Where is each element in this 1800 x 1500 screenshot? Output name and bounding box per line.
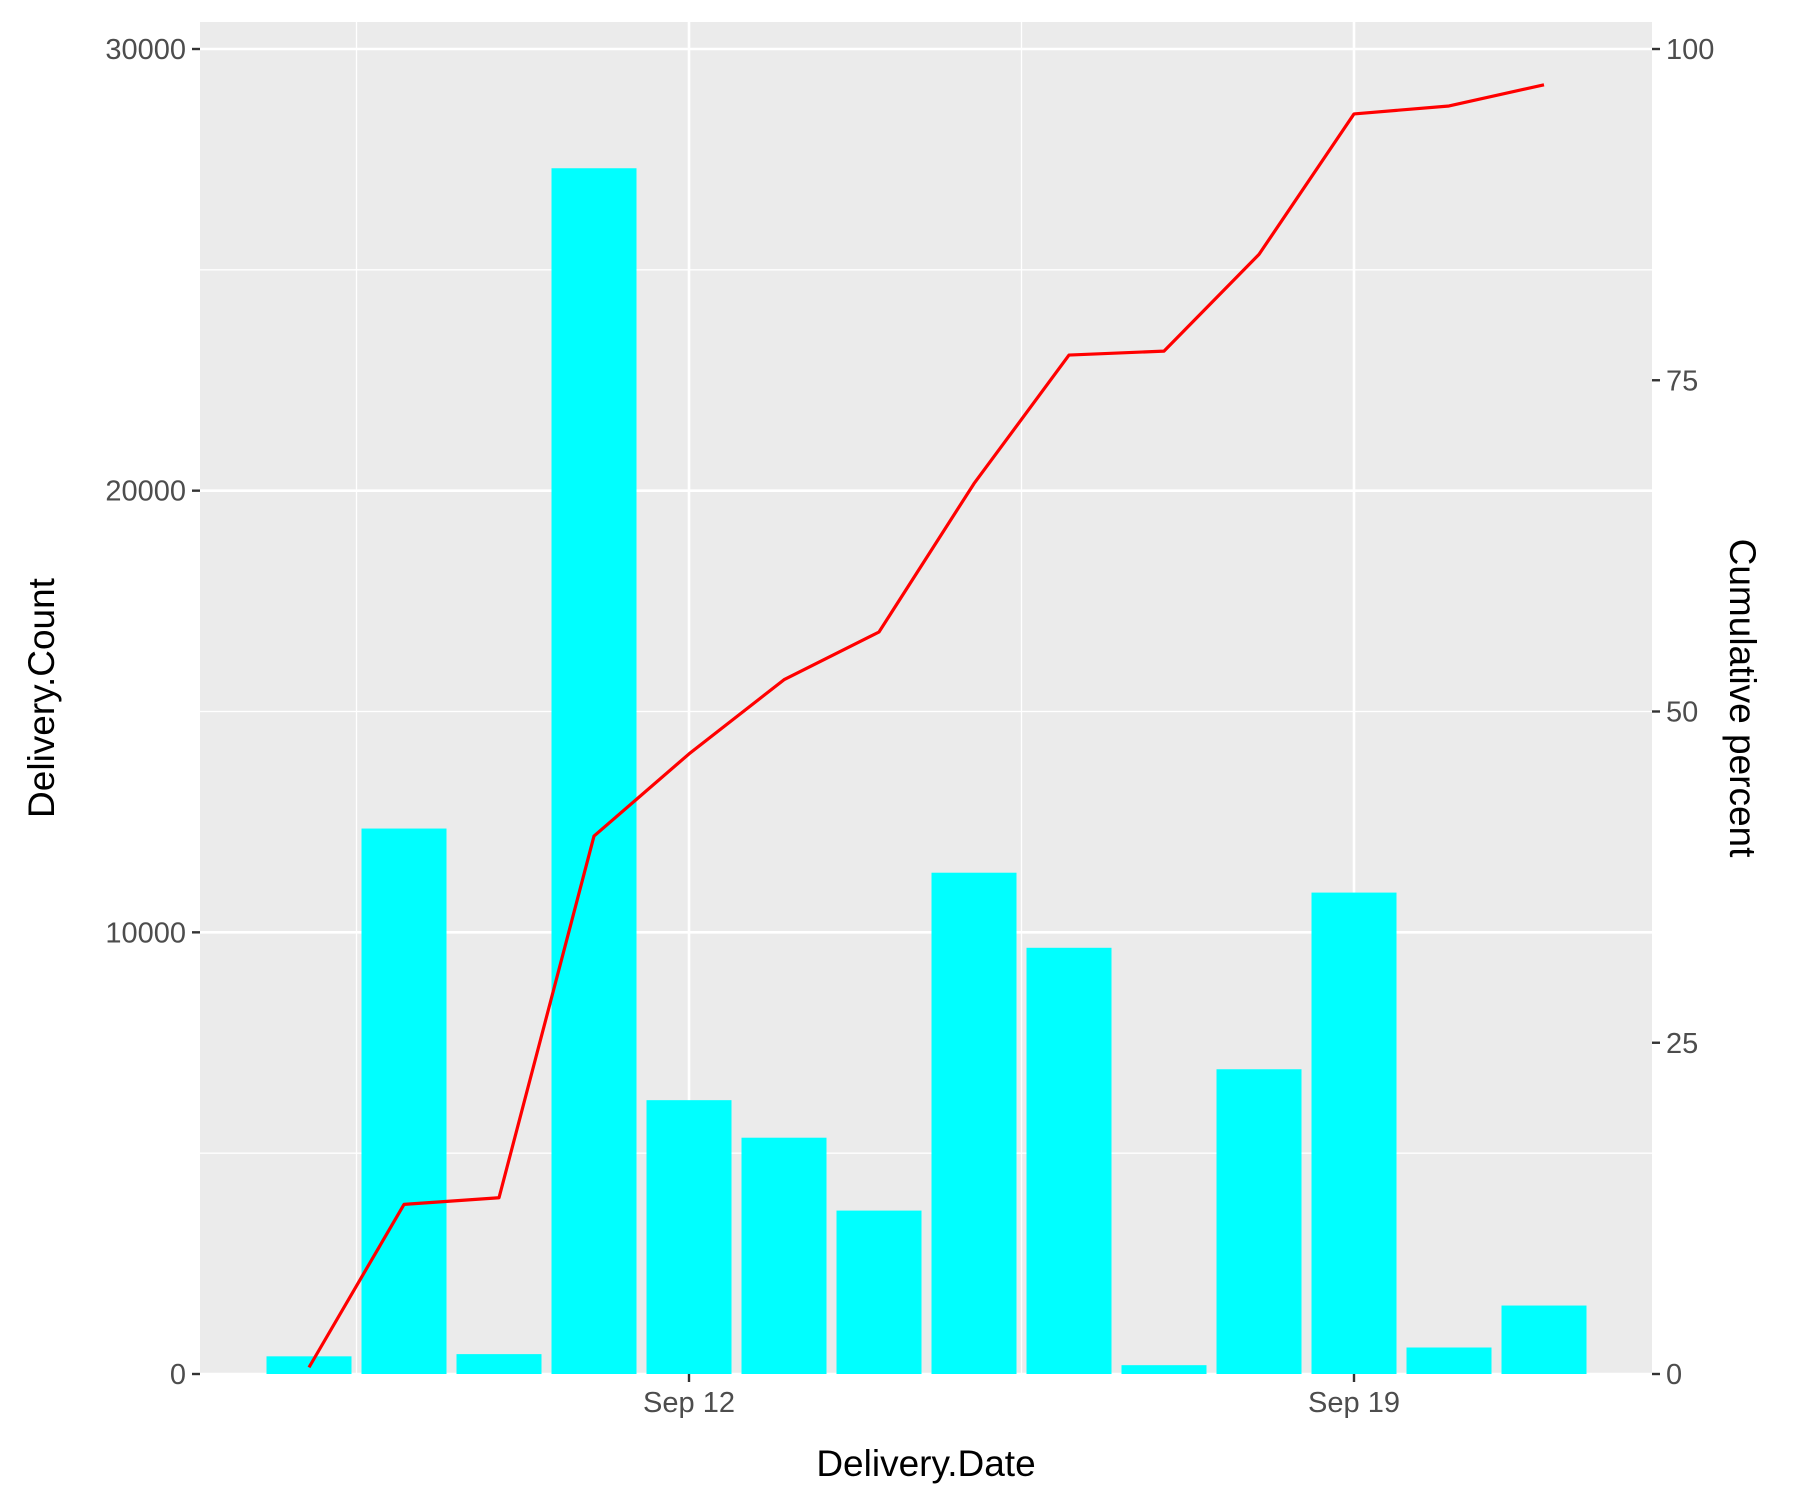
y-axis-title-right: Cumulative percent — [1722, 539, 1763, 858]
bar — [1121, 1365, 1207, 1374]
bar — [551, 168, 637, 1374]
bar — [836, 1210, 922, 1374]
y-tick-label: 0 — [170, 1359, 186, 1391]
y-axis-title-left: Delivery.Count — [21, 577, 62, 818]
cumulative-percent-line — [307, 83, 1545, 1369]
bar — [1501, 1305, 1587, 1374]
bar — [931, 872, 1017, 1374]
bar — [1026, 947, 1112, 1374]
bar — [1406, 1347, 1492, 1374]
y-axis-left: 0 10000 20000 30000 — [105, 34, 200, 1391]
bar — [456, 1354, 542, 1374]
bar — [646, 1100, 732, 1374]
x-tick-label: Sep 19 — [1308, 1387, 1400, 1419]
y-right-tick-label: 100 — [1666, 34, 1714, 66]
bar — [741, 1137, 827, 1374]
y-right-tick-label: 0 — [1666, 1359, 1682, 1391]
x-axis-title: Delivery.Date — [816, 1443, 1035, 1484]
x-axis: Sep 12 Sep 19 — [643, 1374, 1400, 1419]
y-axis-right: 0 25 50 75 100 — [1652, 34, 1714, 1391]
bar — [1216, 1069, 1302, 1374]
x-tick-label: Sep 12 — [643, 1387, 735, 1419]
y-tick-label: 20000 — [105, 476, 186, 508]
bars — [266, 168, 1587, 1374]
bar — [1311, 892, 1397, 1374]
y-right-tick-label: 75 — [1666, 365, 1698, 397]
y-tick-label: 10000 — [105, 917, 186, 949]
y-right-tick-label: 25 — [1666, 1028, 1698, 1060]
y-right-tick-label: 50 — [1666, 697, 1698, 729]
bar — [361, 828, 447, 1374]
y-tick-label: 30000 — [105, 34, 186, 66]
